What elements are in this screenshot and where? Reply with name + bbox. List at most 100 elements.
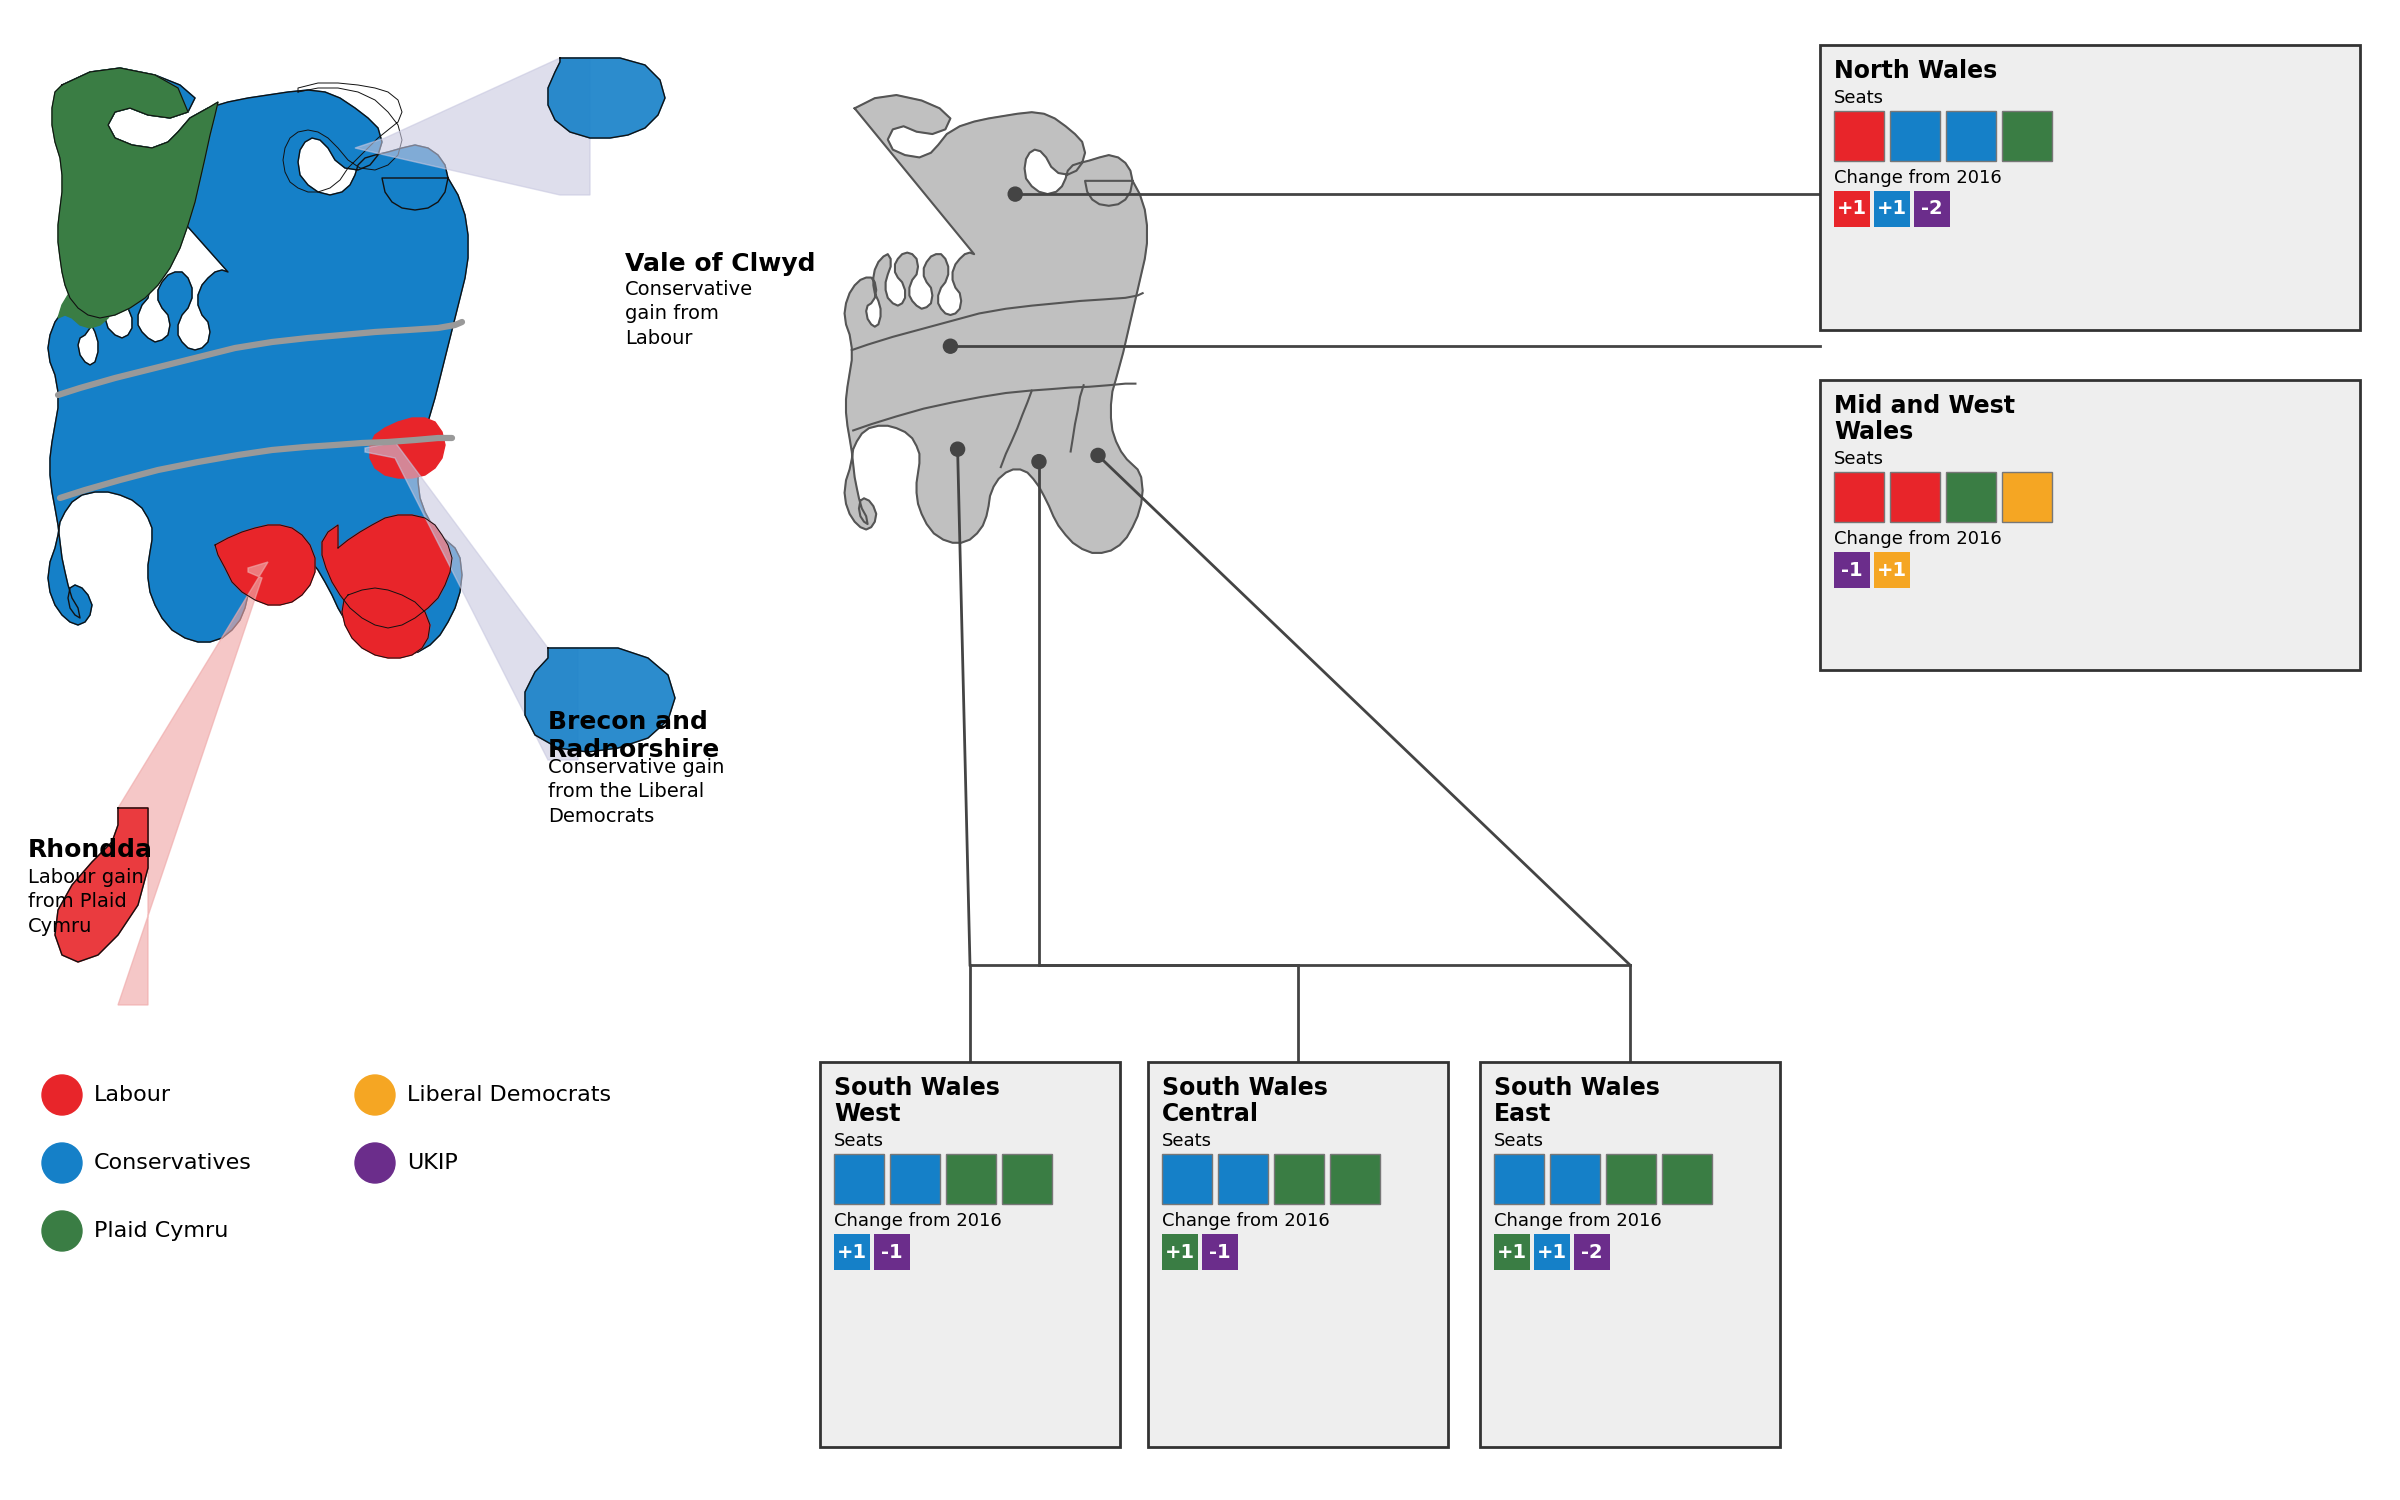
Text: Labour gain
from Plaid
Cymru: Labour gain from Plaid Cymru <box>29 868 144 936</box>
Text: +1: +1 <box>1836 200 1867 219</box>
Text: Rhondda: Rhondda <box>29 839 154 862</box>
Text: Change from 2016: Change from 2016 <box>835 1212 1001 1230</box>
Polygon shape <box>547 58 665 138</box>
Text: Central: Central <box>1162 1102 1260 1126</box>
FancyBboxPatch shape <box>1874 190 1910 226</box>
Text: Seats: Seats <box>1162 1132 1212 1150</box>
FancyBboxPatch shape <box>1147 1062 1447 1448</box>
Text: Brecon and
Radnorshire: Brecon and Radnorshire <box>547 710 720 762</box>
FancyBboxPatch shape <box>1891 111 1939 160</box>
Text: -1: -1 <box>881 1242 902 1262</box>
FancyBboxPatch shape <box>1819 45 2359 330</box>
FancyBboxPatch shape <box>1202 1234 1238 1270</box>
FancyBboxPatch shape <box>1946 111 1997 160</box>
FancyBboxPatch shape <box>1274 1154 1325 1204</box>
Polygon shape <box>365 442 578 760</box>
Circle shape <box>1092 448 1104 462</box>
Polygon shape <box>216 525 314 605</box>
Polygon shape <box>322 514 451 628</box>
Text: South Wales: South Wales <box>835 1076 1001 1100</box>
FancyBboxPatch shape <box>1534 1234 1570 1270</box>
FancyBboxPatch shape <box>1493 1154 1543 1204</box>
Text: UKIP: UKIP <box>408 1154 458 1173</box>
Text: -2: -2 <box>1582 1242 1603 1262</box>
Text: Change from 2016: Change from 2016 <box>1834 530 2002 548</box>
Text: Change from 2016: Change from 2016 <box>1162 1212 1330 1230</box>
Text: +1: +1 <box>1877 200 1908 219</box>
Text: Seats: Seats <box>1493 1132 1543 1150</box>
Circle shape <box>43 1143 82 1184</box>
FancyBboxPatch shape <box>946 1154 996 1204</box>
FancyBboxPatch shape <box>1915 190 1949 226</box>
Polygon shape <box>118 562 269 1005</box>
Circle shape <box>1008 188 1022 201</box>
FancyBboxPatch shape <box>1819 380 2359 670</box>
FancyBboxPatch shape <box>1834 472 1884 522</box>
Text: Conservative
gain from
Labour: Conservative gain from Labour <box>624 280 754 348</box>
Text: Conservatives: Conservatives <box>94 1154 252 1173</box>
Text: Vale of Clwyd: Vale of Clwyd <box>624 252 816 276</box>
Text: South Wales: South Wales <box>1493 1076 1661 1100</box>
FancyBboxPatch shape <box>1834 190 1870 226</box>
FancyBboxPatch shape <box>835 1234 871 1270</box>
Text: Wales: Wales <box>1834 420 1913 444</box>
Text: Change from 2016: Change from 2016 <box>1493 1212 1661 1230</box>
Polygon shape <box>370 419 444 478</box>
Text: +1: +1 <box>838 1242 866 1262</box>
Text: East: East <box>1493 1102 1550 1126</box>
Text: -2: -2 <box>1920 200 1944 219</box>
FancyBboxPatch shape <box>1661 1154 1711 1204</box>
FancyBboxPatch shape <box>1162 1234 1198 1270</box>
Polygon shape <box>55 808 149 962</box>
Text: Seats: Seats <box>1834 450 1884 468</box>
Polygon shape <box>53 68 218 318</box>
Text: +1: +1 <box>1164 1242 1195 1262</box>
Polygon shape <box>58 274 118 328</box>
FancyBboxPatch shape <box>821 1062 1121 1448</box>
FancyBboxPatch shape <box>2002 472 2052 522</box>
FancyBboxPatch shape <box>1606 1154 1656 1204</box>
FancyBboxPatch shape <box>1834 111 1884 160</box>
Text: Mid and West: Mid and West <box>1834 394 2016 418</box>
FancyBboxPatch shape <box>835 1154 883 1204</box>
Text: Liberal Democrats: Liberal Democrats <box>408 1084 612 1106</box>
FancyBboxPatch shape <box>1891 472 1939 522</box>
Circle shape <box>43 1076 82 1114</box>
FancyBboxPatch shape <box>1003 1154 1051 1204</box>
Circle shape <box>355 1143 396 1184</box>
Circle shape <box>943 339 958 352</box>
FancyBboxPatch shape <box>1874 552 1910 588</box>
FancyBboxPatch shape <box>1493 1234 1531 1270</box>
FancyBboxPatch shape <box>1946 472 1997 522</box>
Text: Labour: Labour <box>94 1084 170 1106</box>
Text: Change from 2016: Change from 2016 <box>1834 170 2002 188</box>
FancyBboxPatch shape <box>1550 1154 1601 1204</box>
Polygon shape <box>343 588 430 658</box>
Text: +1: +1 <box>1536 1242 1567 1262</box>
Text: Seats: Seats <box>1834 88 1884 106</box>
Text: +1: +1 <box>1498 1242 1526 1262</box>
Text: Conservative gain
from the Liberal
Democrats: Conservative gain from the Liberal Democ… <box>547 758 725 825</box>
Text: +1: +1 <box>1877 561 1908 579</box>
Text: Seats: Seats <box>835 1132 883 1150</box>
Text: -1: -1 <box>1210 1242 1231 1262</box>
Text: West: West <box>835 1102 900 1126</box>
Text: -1: -1 <box>1841 561 1862 579</box>
FancyBboxPatch shape <box>1481 1062 1781 1448</box>
Text: Plaid Cymru: Plaid Cymru <box>94 1221 228 1240</box>
Polygon shape <box>526 648 674 752</box>
Polygon shape <box>355 58 590 195</box>
Polygon shape <box>845 94 1147 554</box>
Text: North Wales: North Wales <box>1834 58 1997 82</box>
Circle shape <box>355 1076 396 1114</box>
FancyBboxPatch shape <box>2002 111 2052 160</box>
FancyBboxPatch shape <box>1162 1154 1212 1204</box>
FancyBboxPatch shape <box>874 1234 910 1270</box>
FancyBboxPatch shape <box>890 1154 941 1204</box>
FancyBboxPatch shape <box>1219 1154 1267 1204</box>
Polygon shape <box>48 68 468 656</box>
Text: South Wales: South Wales <box>1162 1076 1327 1100</box>
FancyBboxPatch shape <box>1330 1154 1380 1204</box>
Circle shape <box>43 1210 82 1251</box>
Circle shape <box>950 442 965 456</box>
